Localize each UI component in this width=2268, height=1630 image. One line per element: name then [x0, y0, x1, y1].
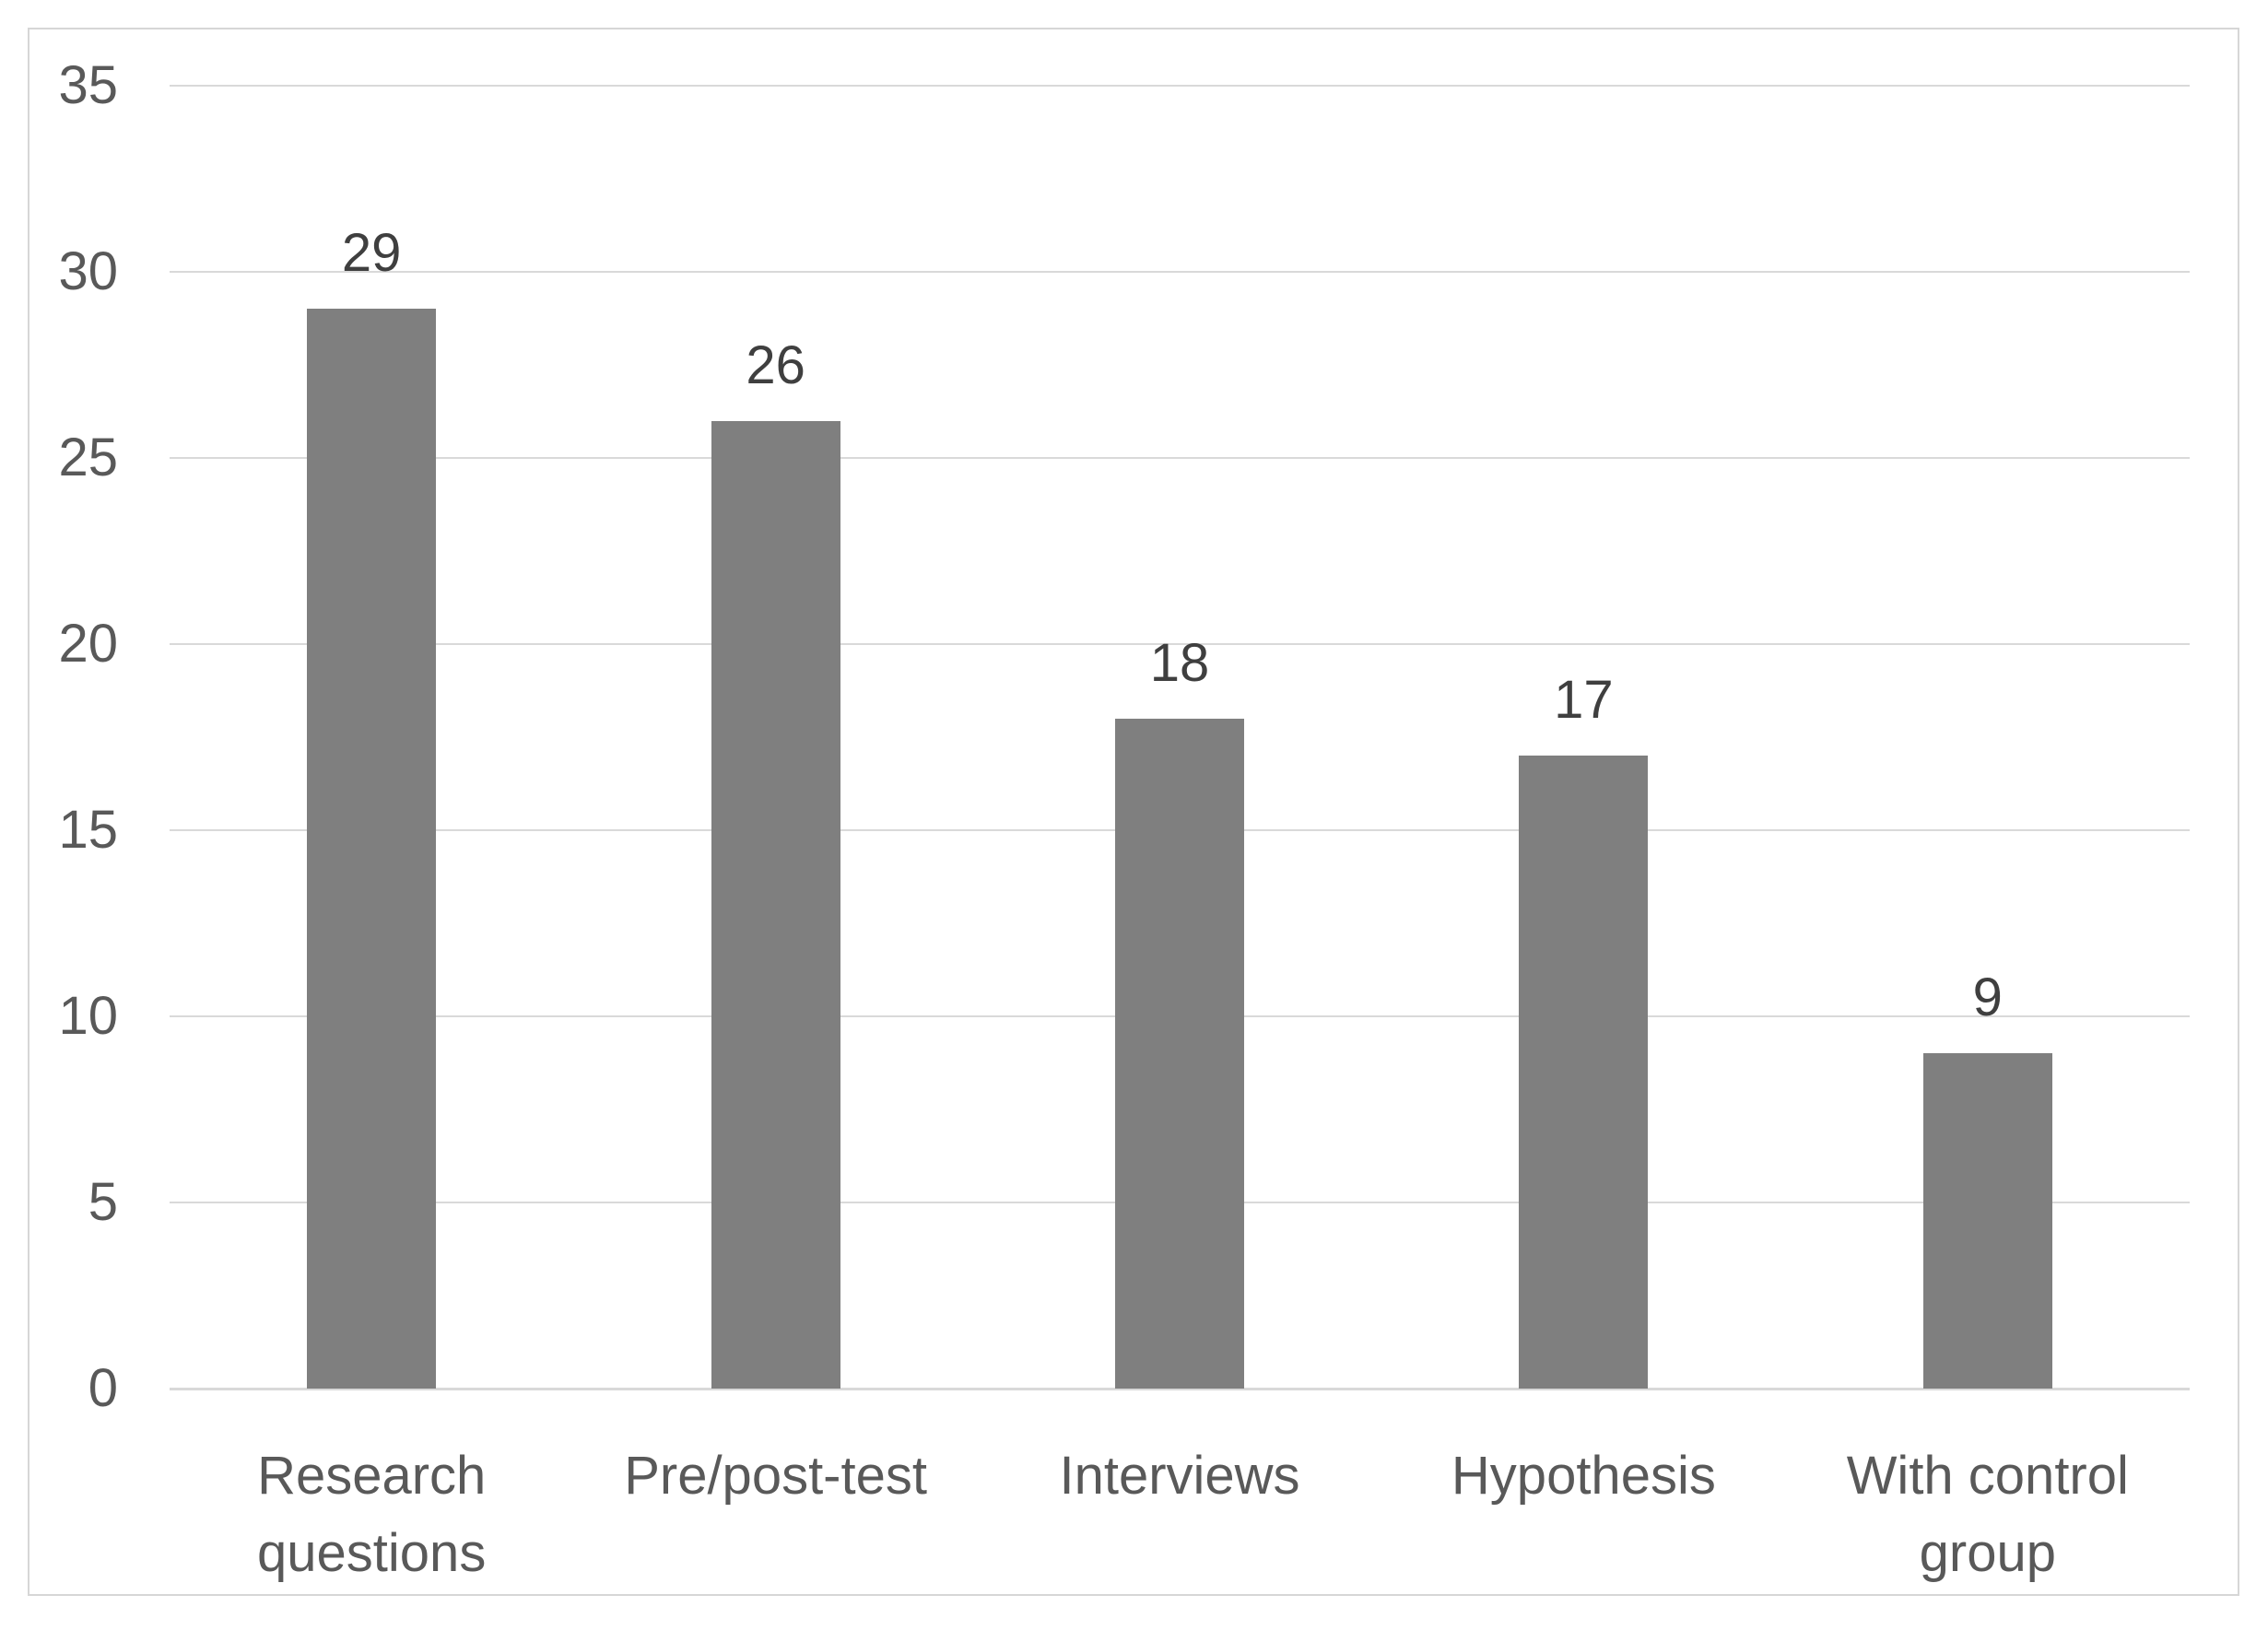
gridline — [170, 643, 2190, 645]
bar-value-label: 9 — [1972, 967, 2003, 1028]
x-category-label: Research questions — [257, 1446, 487, 1583]
bar-value-label: 29 — [341, 223, 402, 284]
x-category-label: With control group — [1846, 1446, 2129, 1583]
y-tick-label: 20 — [58, 614, 118, 674]
bar-value-label: 17 — [1554, 670, 1614, 731]
y-tick-label: 25 — [58, 428, 118, 487]
y-tick-label: 10 — [58, 986, 118, 1046]
gridline — [170, 457, 2190, 459]
bar — [1922, 1053, 2052, 1389]
y-tick-label: 15 — [58, 800, 118, 860]
x-axis-line — [170, 1388, 2190, 1390]
bar-value-label: 26 — [746, 334, 805, 395]
y-tick-label: 35 — [58, 55, 118, 115]
y-tick-label: 5 — [88, 1172, 118, 1232]
x-category-label: Pre/post-test — [624, 1446, 927, 1506]
gridline — [170, 271, 2190, 273]
y-tick-label: 0 — [88, 1358, 118, 1418]
x-category-label: Interviews — [1059, 1446, 1300, 1506]
bar-value-label: 18 — [1149, 632, 1210, 693]
x-category-label: Hypothesis — [1451, 1446, 1716, 1506]
bar — [1115, 718, 1244, 1389]
bar — [711, 420, 840, 1389]
y-tick-label: 30 — [58, 241, 118, 301]
bar — [1519, 756, 1649, 1389]
bar — [307, 309, 437, 1389]
gridline — [170, 85, 2190, 87]
